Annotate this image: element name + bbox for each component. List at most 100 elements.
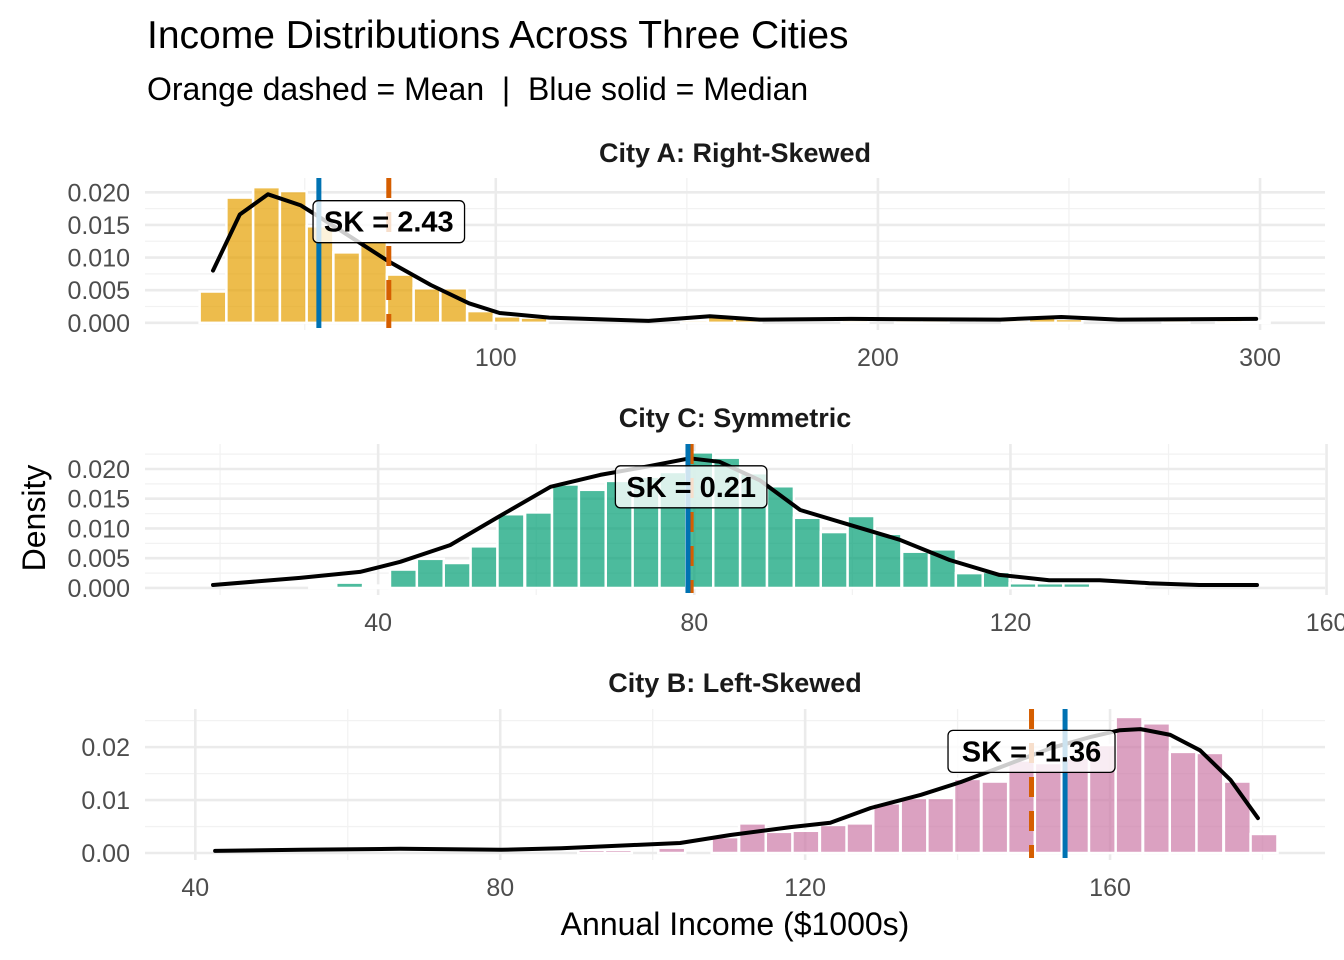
density-curve	[213, 727, 1260, 853]
x-tick-label: 120	[784, 874, 826, 902]
x-tick-label: 40	[364, 609, 392, 637]
histogram-bar	[871, 801, 902, 855]
skewness-label-box	[614, 465, 768, 509]
histogram-bars	[308, 451, 1146, 590]
histogram-bar	[332, 251, 362, 325]
histogram-bar	[679, 318, 710, 325]
histogram-bar	[1088, 584, 1119, 590]
histogram-bar	[1006, 759, 1037, 855]
histogram-bar	[1168, 750, 1198, 855]
histogram-bar	[1062, 581, 1092, 590]
x-tick-label: 80	[680, 609, 708, 637]
panel-city-b: City B: Left-Skewed 0.00 0.01 0.02 40 80 120 1…	[81, 668, 1325, 902]
y-tick-label: 0.010	[67, 515, 130, 543]
skewness-label-text: SK = 2.43	[324, 207, 454, 239]
x-tick-label: 120	[990, 609, 1032, 637]
histogram-bar	[737, 822, 768, 855]
y-tick-label: 0.005	[67, 277, 130, 305]
histogram-bar	[1115, 584, 1146, 590]
y-axis-label: Density	[16, 465, 52, 572]
y-tick-label: 0.015	[67, 486, 130, 514]
x-axis-label: Annual Income ($1000s)	[561, 906, 910, 942]
x-tick-label: 300	[1239, 344, 1281, 372]
skewness-label: SK = 2.43	[312, 200, 466, 244]
histogram-bar	[1249, 832, 1279, 855]
histogram-bar	[1008, 581, 1038, 590]
y-tick-label: 0.005	[67, 545, 130, 573]
x-tick-label: 200	[857, 344, 899, 372]
panel-title: City A: Right-Skewed	[599, 138, 871, 168]
chart-title: Income Distributions Across Three Cities	[147, 14, 849, 57]
y-tick-label: 0.000	[67, 310, 130, 338]
histogram-bar	[764, 830, 794, 855]
panel-title: City C: Symmetric	[619, 403, 852, 433]
histogram-bar	[496, 512, 526, 590]
histogram-bar	[1241, 319, 1271, 325]
histogram-bar	[251, 185, 282, 325]
x-tick-label: 160	[1089, 874, 1131, 902]
histogram-bar	[873, 532, 903, 590]
y-tick-label: 0.020	[67, 456, 130, 484]
chart-subtitle: Orange dashed = Mean | Blue solid = Medi…	[147, 71, 808, 107]
histogram-bar	[819, 530, 849, 590]
histogram-bar	[1141, 722, 1172, 855]
y-tick-label: 0.02	[81, 734, 130, 762]
histogram-bar	[523, 511, 554, 590]
histogram-bar	[465, 309, 496, 325]
histogram-bar	[439, 286, 469, 325]
y-tick-label: 0.015	[67, 212, 130, 240]
panel-title: City B: Left-Skewed	[608, 668, 862, 698]
histogram-bar	[1035, 581, 1065, 590]
panel-city-a: City A: Right-Skewed 0.000 0.005 0.010 0.01…	[67, 138, 1325, 372]
histogram-bar	[308, 584, 338, 590]
histogram-bar	[442, 561, 472, 590]
histogram-bar	[952, 777, 983, 855]
histogram-bar	[385, 273, 415, 325]
skewness-label-text: SK = -1.36	[962, 736, 1101, 768]
x-tick-label: 100	[475, 344, 517, 372]
histogram-bar	[412, 286, 442, 325]
histogram-bar	[492, 315, 522, 325]
histogram-bar	[954, 571, 985, 590]
y-tick-label: 0.00	[81, 840, 130, 868]
histogram-bar	[926, 796, 956, 855]
histogram-bar	[278, 189, 308, 325]
skewness-label-box	[947, 729, 1116, 774]
histogram-bar	[980, 780, 1010, 855]
histogram-bars	[576, 715, 1279, 855]
x-tick-label: 80	[486, 874, 514, 902]
skewness-label-box	[312, 200, 466, 244]
histogram-bar	[550, 483, 581, 590]
histogram-bar	[818, 823, 849, 855]
skewness-label-text: SK = 0.21	[626, 472, 756, 504]
histogram-bar	[899, 796, 929, 855]
histogram-bar	[198, 290, 228, 325]
skewness-label: SK = -1.36	[947, 729, 1116, 774]
histogram-bar	[415, 557, 446, 590]
histogram-bar	[1033, 761, 1063, 855]
histogram-bar	[334, 581, 365, 590]
histogram-bar	[791, 829, 821, 855]
histogram-bar	[657, 846, 687, 855]
histogram-bar	[1114, 715, 1144, 855]
y-tick-label: 0.020	[67, 179, 130, 207]
histogram-bar	[388, 568, 419, 590]
y-tick-label: 0.000	[67, 575, 130, 603]
histogram-bar	[845, 822, 875, 855]
y-tick-label: 0.010	[67, 245, 130, 273]
x-tick-label: 160	[1306, 609, 1344, 637]
y-tick-label: 0.01	[81, 787, 130, 815]
histogram-bars	[198, 185, 1271, 325]
histogram-bar	[792, 516, 823, 590]
skewness-label: SK = 0.21	[614, 465, 768, 509]
histogram-bar	[577, 488, 608, 590]
histogram-bar	[576, 848, 607, 855]
density-curve	[211, 192, 1259, 323]
x-tick-label: 40	[181, 874, 209, 902]
histogram-bar	[603, 848, 634, 855]
histogram-bar	[710, 835, 740, 855]
histogram-bar	[361, 584, 392, 590]
histogram-bar	[1222, 780, 1253, 855]
histogram-bar	[900, 550, 931, 590]
